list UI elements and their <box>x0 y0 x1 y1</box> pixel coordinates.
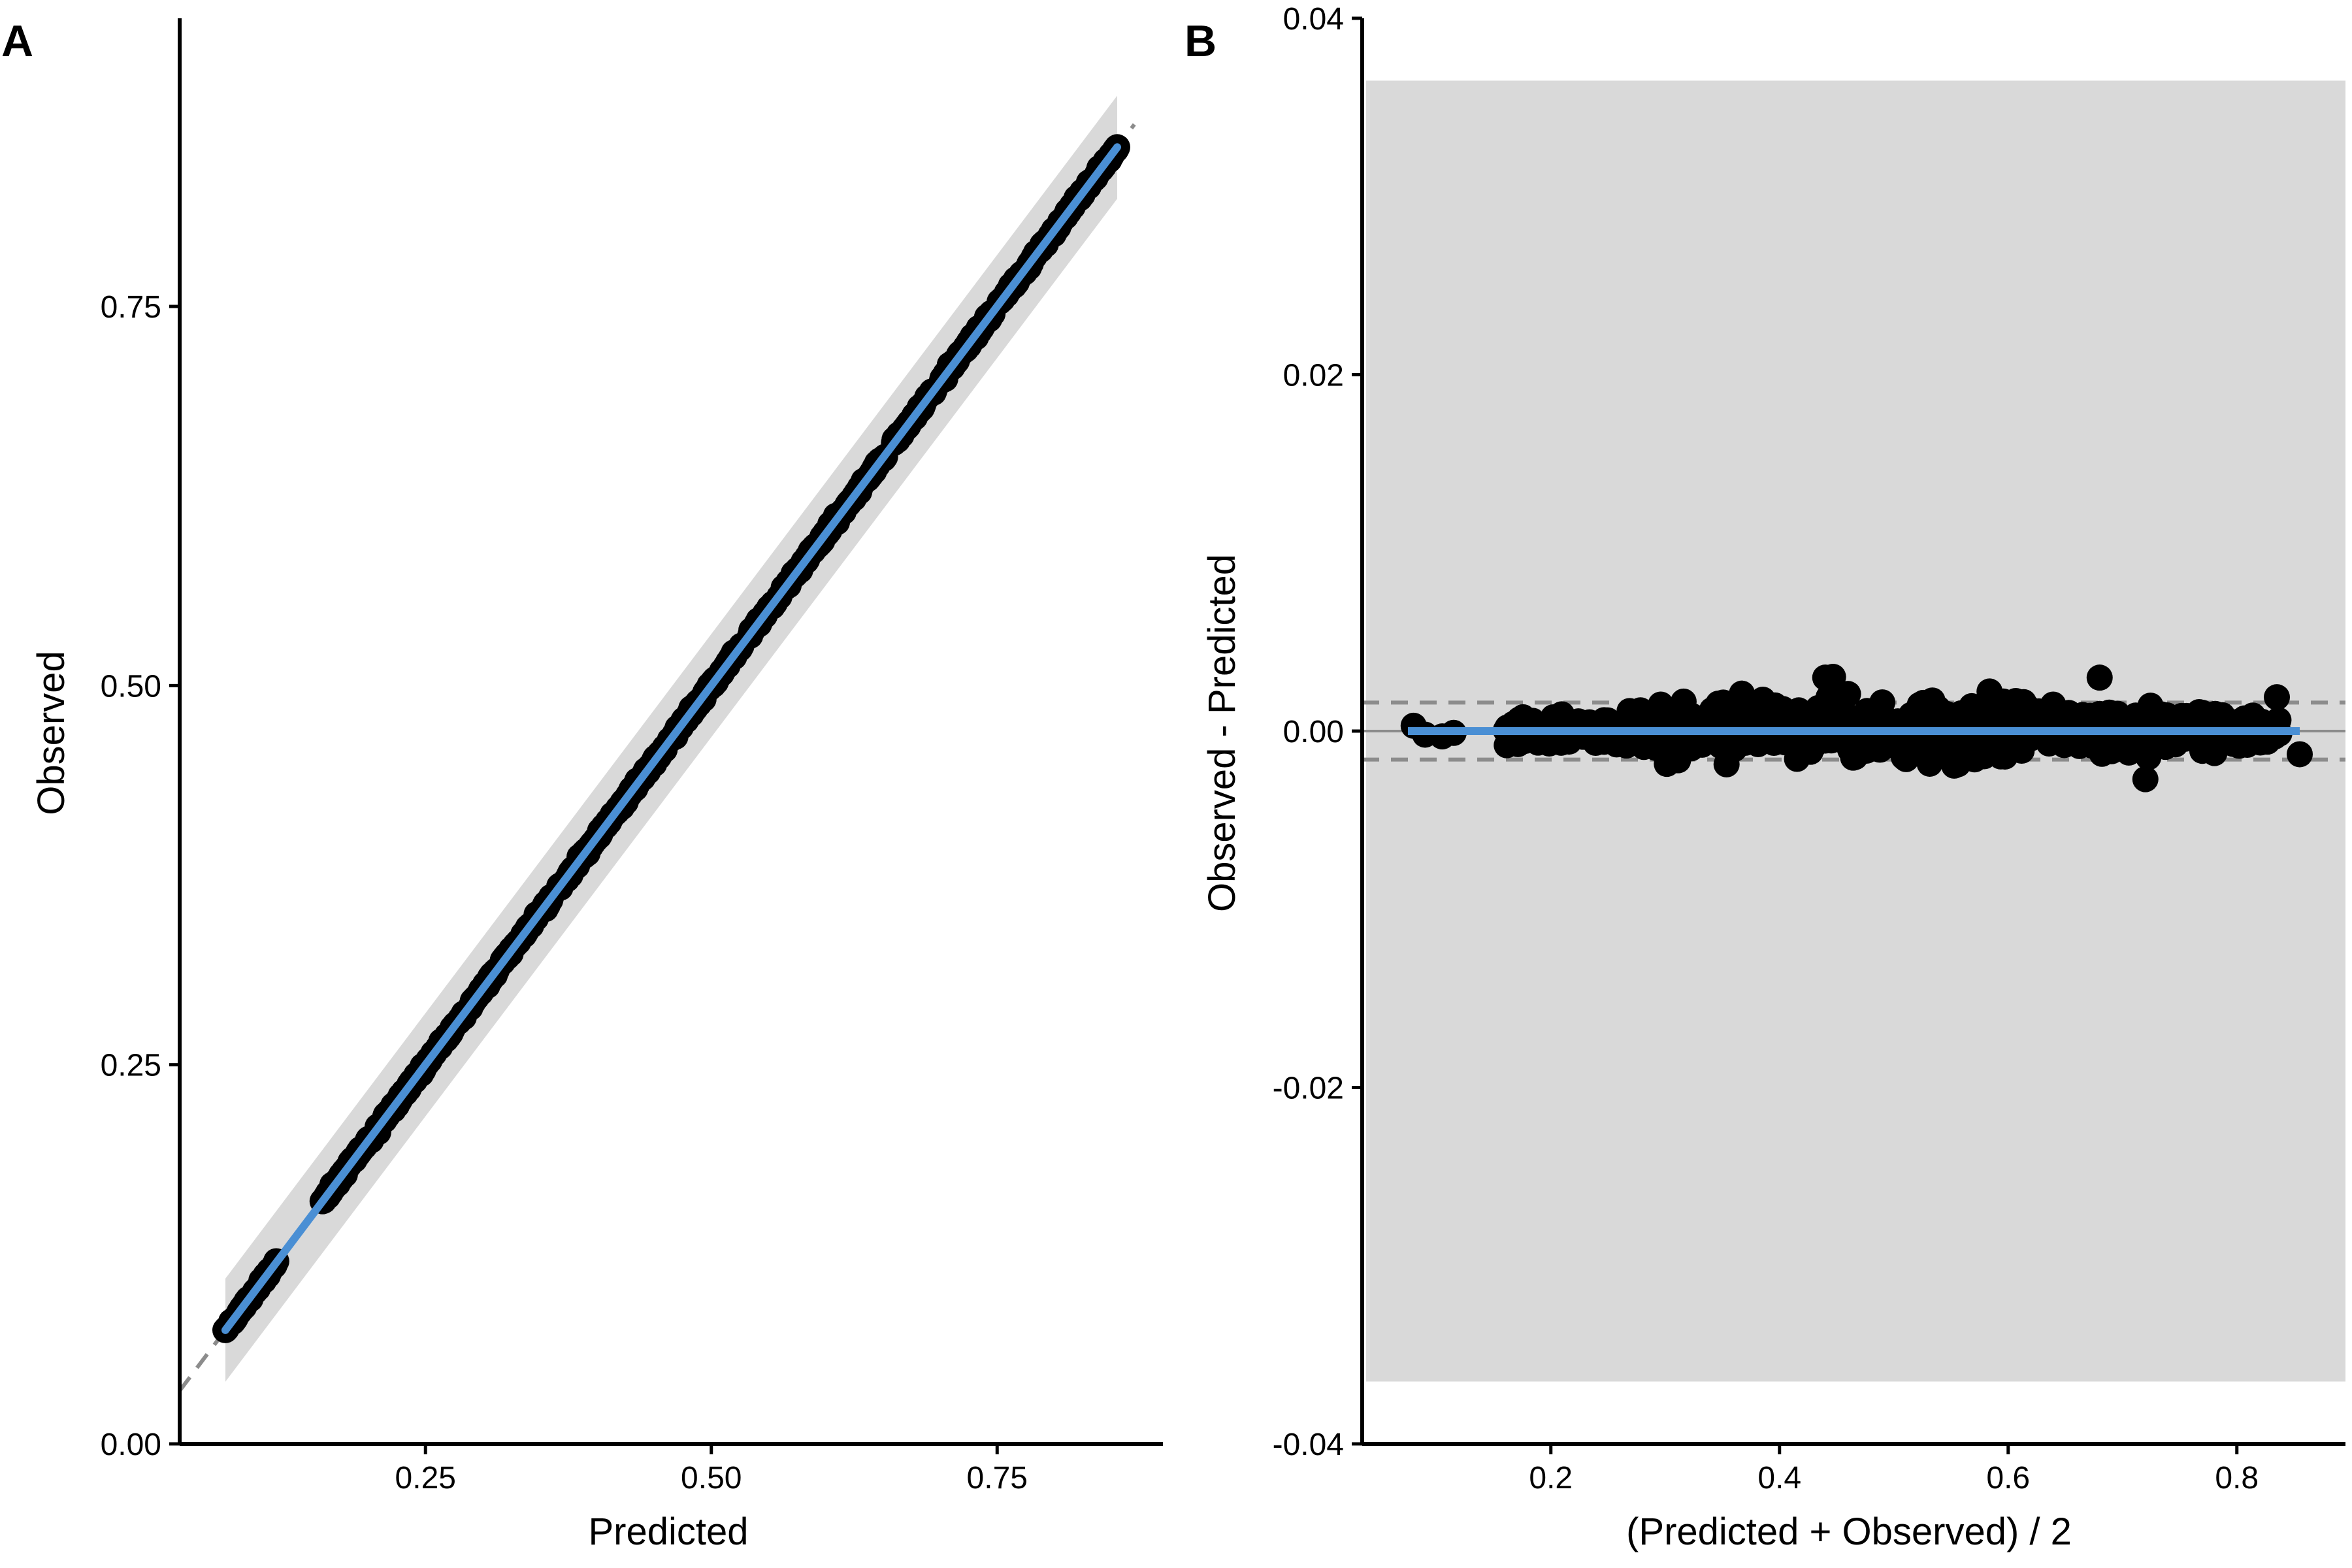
data-point <box>1713 751 1740 777</box>
data-point <box>2137 693 2164 719</box>
data-point <box>1689 731 1716 758</box>
axes: 0.2 0.4 0.6 0.8 -0.04 -0.02 0.00 0.02 0.04 <box>1273 2 2345 1495</box>
y-tick-label: -0.04 <box>1273 1428 1344 1462</box>
panel-label-a: A <box>1 16 33 66</box>
data-point <box>1678 702 1705 729</box>
x-tick-label: 0.25 <box>395 1461 456 1495</box>
data-point <box>1970 743 1997 770</box>
x-tick-label: 0.75 <box>967 1461 1028 1495</box>
data-point <box>1997 734 2024 760</box>
data-point <box>2148 722 2174 749</box>
data-point <box>2086 664 2113 691</box>
y-axis-title: Observed <box>30 651 73 815</box>
data-point <box>1710 689 1737 716</box>
x-axis-title: (Predicted + Observed) / 2 <box>1626 1511 2072 1553</box>
x-tick-label: 0.50 <box>681 1461 742 1495</box>
data-point <box>1498 728 1525 755</box>
data-point <box>2264 684 2290 711</box>
fit-line-shape <box>221 143 1121 1334</box>
data-point <box>1812 664 1838 691</box>
panel-a: 0.25 0.50 0.75 0.00 0.25 0.50 0.75 A Predicted… <box>1 16 1163 1553</box>
data-point <box>2132 766 2159 792</box>
data-point <box>2213 723 2240 749</box>
data-point <box>1627 697 1654 724</box>
panel-b: 0.2 0.4 0.6 0.8 -0.04 -0.02 0.00 0.02 0.04 B (Pr… <box>1184 2 2345 1553</box>
y-tick-label: 0.75 <box>101 290 161 325</box>
y-tick-label: -0.02 <box>1273 1071 1344 1106</box>
x-tick-label: 0.2 <box>1529 1461 1573 1495</box>
axes: 0.25 0.50 0.75 0.00 0.25 0.50 0.75 <box>101 18 1163 1495</box>
x-tick-label: 0.6 <box>1986 1461 2030 1495</box>
y-tick-label: 0.25 <box>101 1049 161 1083</box>
data-point <box>1888 731 1915 758</box>
y-tick-label: 0.50 <box>101 669 161 704</box>
y-tick-label: 0.04 <box>1283 2 1344 37</box>
fit-line <box>221 143 1121 1334</box>
panel-label-b: B <box>1184 16 1217 66</box>
y-axis-title: Observed - Predicted <box>1201 554 1243 912</box>
y-tick-label: 0.02 <box>1283 359 1344 393</box>
data-point <box>1978 695 2004 722</box>
data-point <box>1919 687 1946 714</box>
data-point <box>2287 741 2313 768</box>
y-tick-label: 0.00 <box>101 1428 161 1462</box>
data-point <box>1648 691 1674 718</box>
x-axis-title: Predicted <box>588 1511 748 1553</box>
x-tick-label: 0.4 <box>1757 1461 1801 1495</box>
y-tick-label: 0.00 <box>1283 715 1344 749</box>
data-point <box>2185 713 2212 740</box>
data-point <box>1867 704 1893 730</box>
x-tick-label: 0.8 <box>2215 1461 2259 1495</box>
